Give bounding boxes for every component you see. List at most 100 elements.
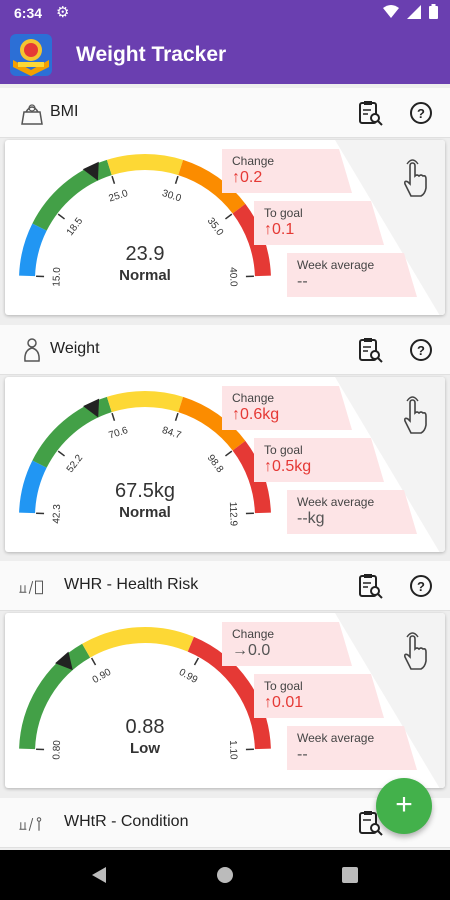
status-bar: 6:34 ⚙	[0, 0, 450, 26]
app-title: Weight Tracker	[76, 43, 227, 66]
gauge-value: 23.9	[126, 243, 165, 265]
gauge-segment	[178, 396, 246, 451]
signal-icon	[407, 4, 421, 19]
gauge-tick	[193, 657, 200, 666]
history-clipboard-icon[interactable]	[356, 99, 384, 127]
help-icon[interactable]: ?	[407, 336, 435, 364]
gauge-status: Normal	[119, 267, 171, 284]
gauge-tick-label: 84.7	[161, 425, 183, 442]
gauge-card-bmi[interactable]: 15.0 18.5 25.0 30.0 35.0 40.0 23.9 Normal Chang…	[5, 140, 445, 315]
gauge-needle-marker	[55, 651, 73, 671]
gauge-segment	[32, 159, 112, 231]
gauge-tick-label: 52.2	[65, 452, 86, 475]
nav-home-icon[interactable]	[216, 866, 234, 884]
stat-week-value: --	[297, 273, 308, 290]
svg-text:?: ?	[417, 579, 425, 594]
nav-back-icon[interactable]	[90, 865, 108, 885]
history-clipboard-icon[interactable]	[356, 572, 384, 600]
section-title: BMI	[50, 103, 79, 120]
help-icon[interactable]: ?	[407, 99, 435, 127]
stat-goal-label: To goal	[264, 206, 303, 220]
app-bar: Weight Tracker	[0, 26, 450, 84]
body-icon	[24, 338, 40, 362]
stat-goal-value: ↑0.01	[264, 694, 304, 711]
scale-icon	[21, 104, 43, 125]
waist-height-icon	[19, 817, 42, 831]
stat-to-goal: To goal ↑0.01	[254, 674, 384, 718]
add-entry-button[interactable]: +	[376, 778, 432, 834]
stat-goal-label: To goal	[264, 679, 303, 693]
stat-week-label: Week average	[297, 731, 375, 745]
gauge-whr: 0.80 0.90 0.99 1.10 0.88 Low	[19, 627, 271, 760]
gauge-tick	[224, 450, 233, 457]
history-clipboard-icon[interactable]	[356, 809, 384, 837]
section-title: WHtR - Condition	[64, 813, 189, 830]
nav-recents-icon[interactable]	[342, 867, 358, 883]
svg-text:?: ?	[417, 343, 425, 358]
gauge-tick	[57, 213, 66, 220]
gauge-tick-label: 18.5	[65, 215, 86, 238]
gauge-tick-label: 30.0	[161, 188, 183, 205]
stat-change-label: Change	[232, 391, 275, 405]
waist-hip-icon	[19, 580, 43, 595]
stat-change: Change →0.0	[222, 622, 352, 666]
gauge-card-whr[interactable]: 0.80 0.90 0.99 1.10 0.88 Low Change →0.0 To g…	[5, 613, 445, 788]
gauge-needle-marker	[82, 161, 99, 181]
stat-goal-label: To goal	[264, 443, 303, 457]
stat-change: Change ↑0.6kg	[222, 386, 352, 430]
gauge-tick	[174, 412, 179, 421]
gauge-needle-marker	[83, 398, 100, 418]
gauge-tick	[57, 450, 66, 457]
gauge-segment	[19, 223, 47, 277]
stat-week-average: Week average --kg	[287, 490, 417, 534]
tap-hand-icon[interactable]	[399, 631, 431, 671]
stat-change-value: →0.0	[232, 642, 271, 659]
gauge-segment	[32, 396, 112, 468]
tap-hand-icon[interactable]	[399, 158, 431, 198]
gauge-segment	[82, 627, 194, 658]
section-title: WHR - Health Risk	[64, 576, 199, 593]
gauge-card-weight[interactable]: 42.3 52.2 70.6 84.7 98.8 112.9 67.5kg Normal Ch…	[5, 377, 445, 552]
gauge-tick-label: 1.10	[227, 740, 239, 760]
gauge-status: Low	[130, 740, 160, 757]
gauge-tick	[111, 412, 116, 421]
gauge-tick-label: 25.0	[107, 188, 129, 205]
gauge-tick-label: 15.0	[51, 267, 63, 287]
gauge-segment	[178, 159, 246, 214]
settings-gear-icon: ⚙	[56, 4, 70, 21]
stat-week-value: --kg	[297, 510, 325, 527]
gauge-tick	[224, 213, 233, 220]
gauge-tick-label: 0.90	[91, 667, 114, 686]
stat-week-average: Week average --	[287, 253, 417, 297]
section-header-whtr: WHtR - Condition	[0, 798, 450, 848]
gauge-segment	[19, 643, 91, 750]
app-logo-icon	[10, 34, 52, 76]
gauge-tick-label: 42.3	[51, 504, 63, 524]
stat-week-label: Week average	[297, 495, 375, 509]
gauge-tick-label: 40.0	[227, 267, 239, 287]
history-clipboard-icon[interactable]	[356, 336, 384, 364]
gauge-tick-label: 112.9	[227, 502, 239, 527]
stat-goal-value: ↑0.1	[264, 221, 295, 238]
stat-week-label: Week average	[297, 258, 375, 272]
section-header-whr: WHR - Health Risk ?	[0, 561, 450, 611]
stat-to-goal: To goal ↑0.5kg	[254, 438, 384, 482]
section-header-bmi: BMI ?	[0, 88, 450, 138]
tap-hand-icon[interactable]	[399, 395, 431, 435]
stat-to-goal: To goal ↑0.1	[254, 201, 384, 245]
system-nav-bar	[0, 850, 450, 900]
gauge-tick	[111, 175, 116, 184]
stat-change-label: Change	[232, 627, 275, 641]
gauge-weight: 42.3 52.2 70.6 84.7 98.8 112.9 67.5kg Normal	[19, 391, 271, 527]
stat-week-value: --	[297, 746, 308, 763]
help-icon[interactable]: ?	[407, 572, 435, 600]
stat-change: Change ↑0.2	[222, 149, 352, 193]
svg-text:?: ?	[417, 106, 425, 121]
gauge-tick-label: 98.8	[205, 453, 226, 476]
stat-change-label: Change	[232, 154, 275, 168]
gauge-segment	[106, 154, 184, 176]
stat-change-value: ↑0.2	[232, 169, 263, 186]
stat-change-value: ↑0.6kg	[232, 406, 280, 423]
gauge-value: 67.5kg	[115, 480, 175, 502]
battery-icon	[429, 4, 438, 19]
